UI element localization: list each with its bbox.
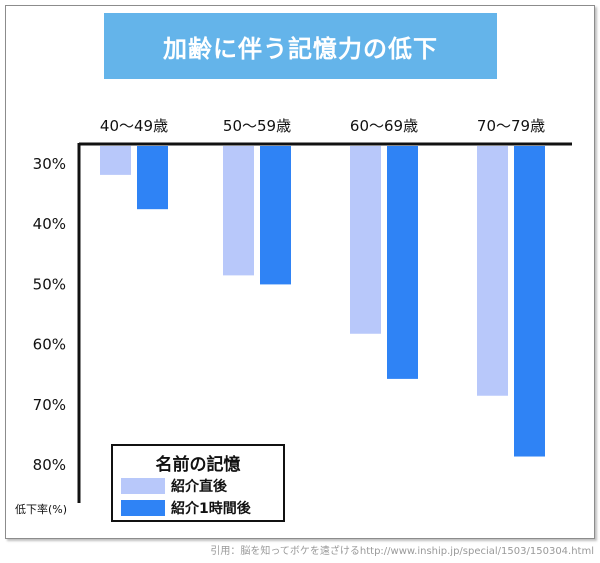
y-tick-label-80: 80%: [33, 456, 66, 474]
y-tick-label-60: 60%: [33, 336, 66, 354]
y-tick-label-30: 30%: [33, 155, 66, 173]
category-label-1: 50～59歳: [223, 117, 291, 135]
y-tick-label-70: 70%: [33, 396, 66, 414]
category-label-3: 70～79歳: [477, 117, 545, 135]
bar-hour-2: [387, 146, 418, 379]
legend-item-hour: 紹介1時間後: [121, 498, 251, 518]
category-label-2: 60～69歳: [350, 117, 418, 135]
legend-item-immediate: 紹介直後: [121, 476, 227, 496]
bar-immediate-1: [223, 146, 254, 276]
category-label-0: 40～49歳: [100, 117, 168, 135]
legend-title: 名前の記憶: [155, 455, 241, 475]
legend-label-hour: 紹介1時間後: [171, 501, 251, 517]
y-tick-label-40: 40%: [33, 215, 66, 233]
source-citation: 引用：脳を知ってボケを遠ざけるhttp://www.inship.jp/spec…: [210, 546, 594, 557]
legend-swatch-immediate: [121, 478, 165, 494]
y-tick-label-50: 50%: [33, 275, 66, 293]
bar-immediate-3: [477, 146, 508, 396]
bar-hour-1: [260, 146, 291, 285]
chart-title: 加齢に伴う記憶力の低下: [104, 13, 497, 79]
bar-immediate-0: [100, 146, 131, 175]
legend: 名前の記憶 紹介直後 紹介1時間後: [111, 444, 285, 522]
bar-hour-0: [137, 146, 168, 210]
legend-swatch-hour: [121, 500, 165, 516]
bar-immediate-2: [350, 146, 381, 334]
y-axis-label: 低下率(%): [15, 502, 67, 516]
chart-title-text: 加齢に伴う記憶力の低下: [163, 34, 438, 63]
legend-label-immediate: 紹介直後: [171, 479, 227, 495]
bar-hour-3: [514, 146, 545, 457]
